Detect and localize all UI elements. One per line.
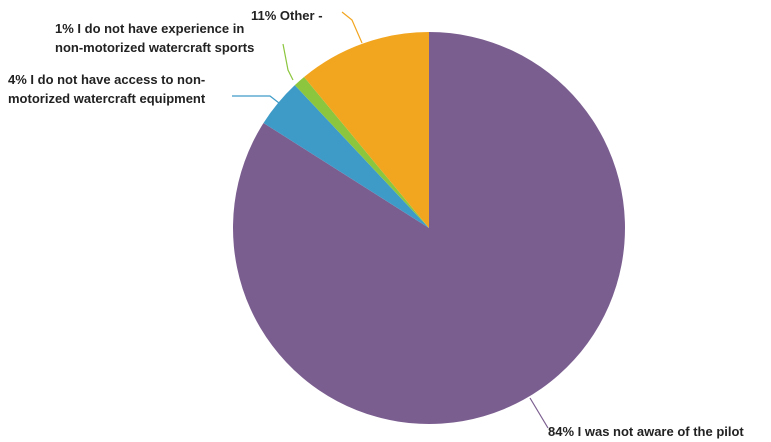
pie-slice-2 (294, 76, 429, 228)
slice-label-3-line-0: 11% Other - (251, 8, 323, 23)
slice-label-2-line-0: 1% I do not have experience in (55, 21, 244, 36)
leader-line-3 (341, 11, 363, 44)
slice-labels-layer: 84% I was not aware of the pilot 4% I do … (8, 8, 744, 439)
leader-lines-layer (232, 11, 549, 429)
slice-label-2-line-1: non-motorized watercraft sports (55, 40, 254, 55)
leader-line-0 (529, 397, 549, 429)
leader-line-1 (232, 95, 280, 104)
pie-slice-1 (263, 85, 429, 229)
slices-layer (232, 32, 625, 425)
slice-label-0-line-0: 84% I was not aware of the pilot (548, 424, 744, 439)
leader-line-2 (282, 43, 294, 81)
slice-label-1-line-1: motorized watercraft equipment (8, 91, 206, 106)
pie-slice-0 (232, 32, 625, 425)
pie-slice-3 (304, 32, 429, 228)
slice-label-1-line-0: 4% I do not have access to non- (8, 72, 205, 87)
